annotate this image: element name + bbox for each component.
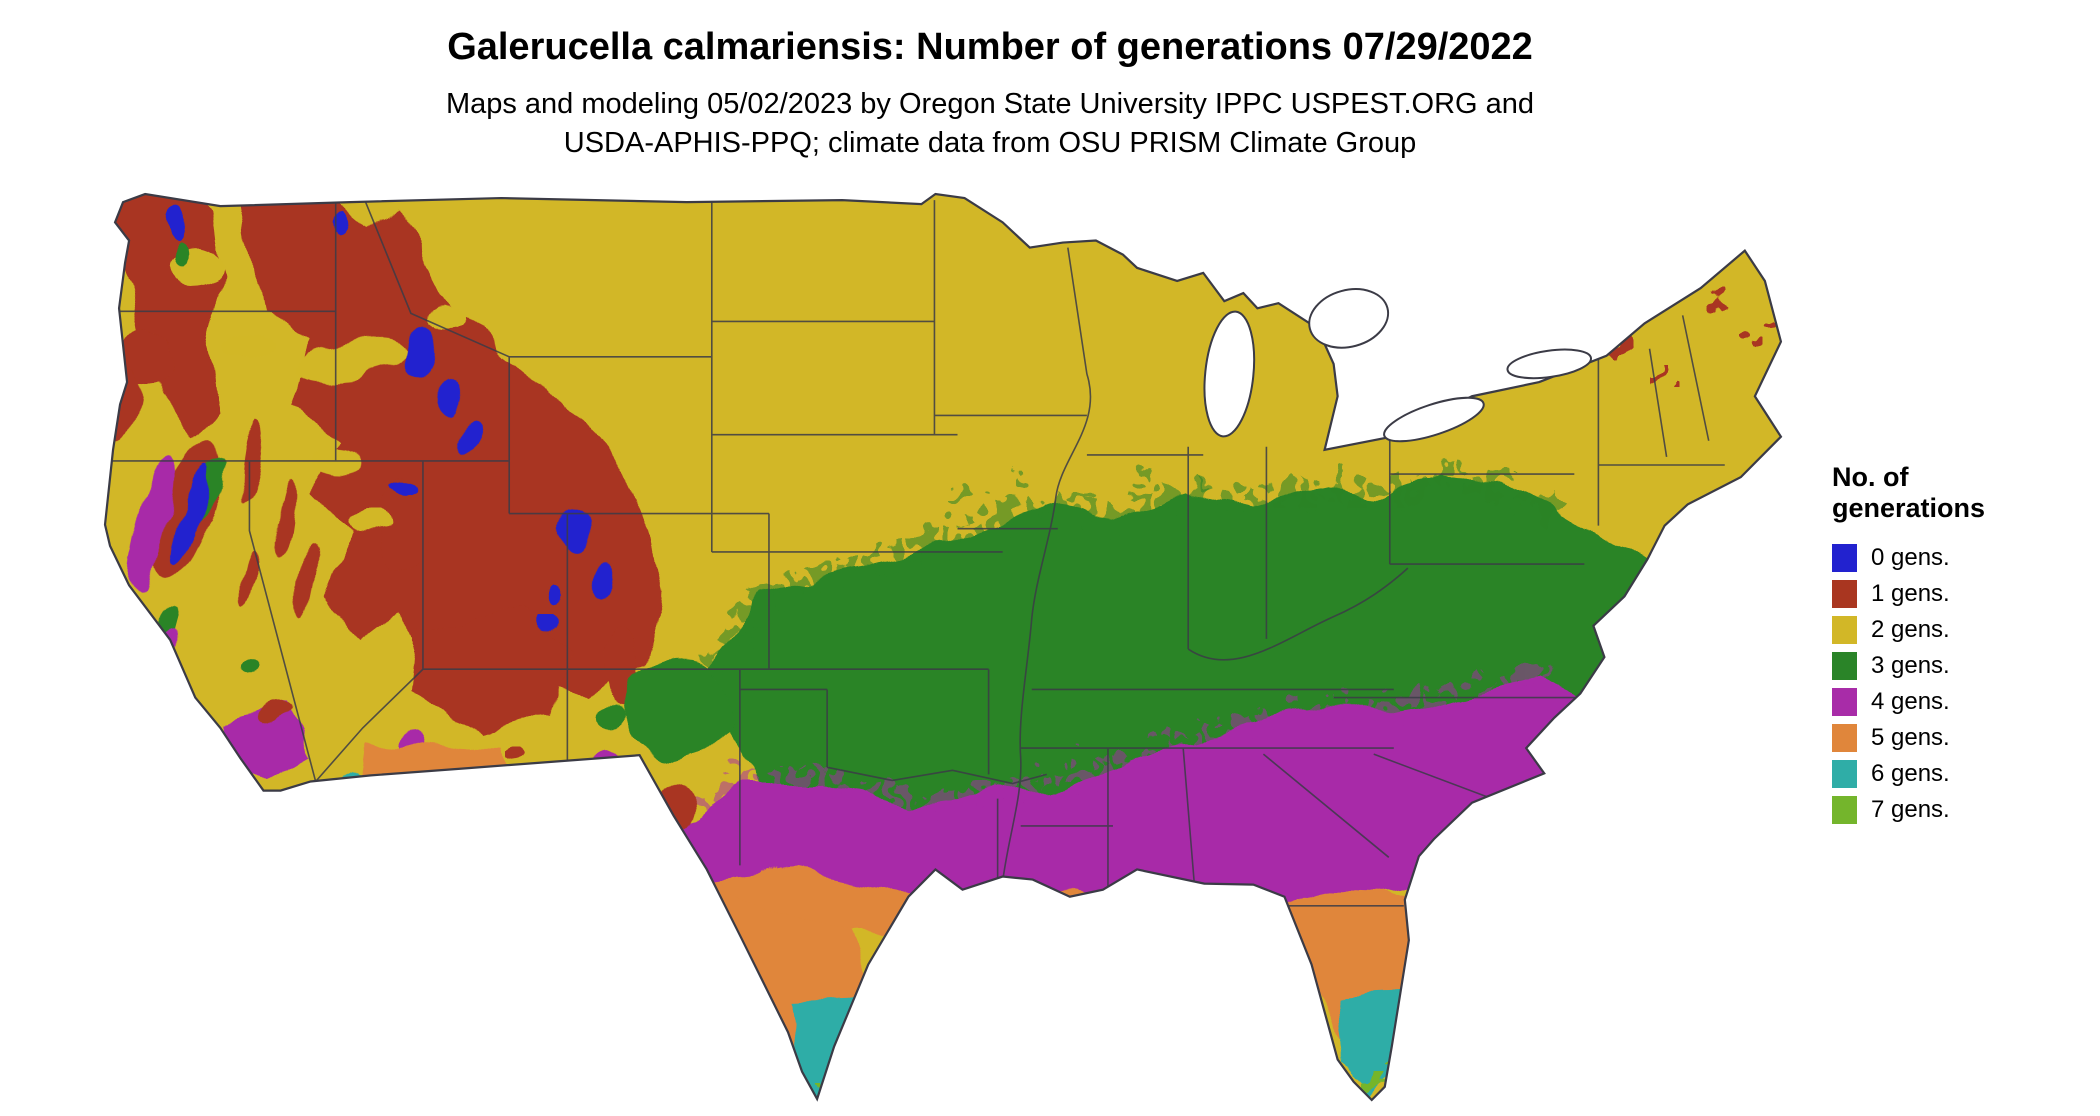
legend-swatch-1-gens	[1832, 580, 1857, 608]
legend-label-3-gens: 3 gens.	[1871, 652, 1950, 679]
subtitle-line-1: Maps and modeling 05/02/2023 by Oregon S…	[445, 88, 1535, 120]
legend-item-3-gens: 3 gens.	[1832, 648, 2082, 684]
legend-swatch-5-gens	[1832, 724, 1857, 752]
legend-item-5-gens: 5 gens.	[1832, 720, 2082, 756]
legend-label-4-gens: 4 gens.	[1871, 688, 1950, 715]
us-generations-map	[100, 192, 1805, 1102]
band-2-gens-basins	[169, 246, 467, 537]
page-subtitle: Maps and modeling 05/02/2023 by Oregon S…	[0, 85, 1980, 163]
great-lakes	[1203, 288, 1593, 443]
legend-item-7-gens: 7 gens.	[1832, 792, 2082, 828]
legend-label-1-gens: 1 gens.	[1871, 580, 1950, 607]
legend-label-6-gens: 6 gens.	[1871, 760, 1950, 787]
page-title: Galerucella calmariensis: Number of gene…	[447, 26, 1533, 68]
lake-huron	[1308, 288, 1390, 349]
legend: No. of generations 0 gens. 1 gens. 2 gen…	[1832, 462, 2082, 828]
legend-title: No. of generations	[1832, 462, 2082, 524]
legend-swatch-6-gens	[1832, 760, 1857, 788]
legend-label-2-gens: 2 gens.	[1871, 616, 1950, 643]
legend-item-4-gens: 4 gens.	[1832, 684, 2082, 720]
legend-item-6-gens: 6 gens.	[1832, 756, 2082, 792]
lake-ontario	[1506, 348, 1593, 380]
legend-label-5-gens: 5 gens.	[1871, 724, 1950, 751]
legend-item-0-gens: 0 gens.	[1832, 540, 2082, 576]
legend-swatch-0-gens	[1832, 544, 1857, 572]
subtitle-line-2: USDA-APHIS-PPQ; climate data from OSU PR…	[563, 127, 1417, 159]
legend-item-2-gens: 2 gens.	[1832, 612, 2082, 648]
legend-title-line-2: generations	[1832, 493, 1986, 523]
lake-erie	[1383, 396, 1485, 443]
legend-swatch-2-gens	[1832, 616, 1857, 644]
legend-label-0-gens: 0 gens.	[1871, 544, 1950, 571]
legend-item-1-gens: 1 gens.	[1832, 576, 2082, 612]
us-map-svg	[103, 192, 1783, 1102]
legend-swatch-7-gens	[1832, 796, 1857, 824]
header: Galerucella calmariensis: Number of gene…	[0, 26, 1980, 163]
legend-swatch-4-gens	[1832, 688, 1857, 716]
band-1-gens	[112, 194, 1776, 736]
legend-label-7-gens: 7 gens.	[1871, 796, 1950, 823]
legend-swatch-3-gens	[1832, 652, 1857, 680]
legend-title-line-1: No. of	[1832, 462, 1909, 492]
band-7-gens	[815, 1056, 1399, 1100]
lake-michigan	[1203, 310, 1256, 438]
